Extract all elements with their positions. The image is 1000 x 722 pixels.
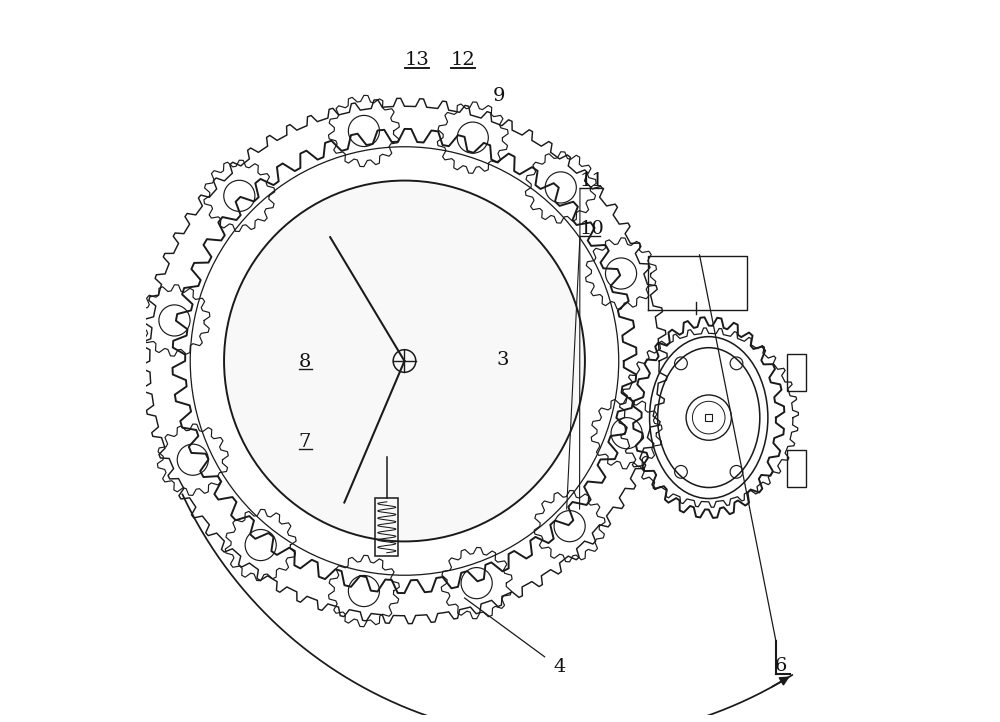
Bar — [375, 498, 398, 556]
Text: 8: 8 — [298, 352, 311, 370]
Text: 12: 12 — [450, 51, 475, 69]
Text: 10: 10 — [579, 219, 604, 238]
Text: 7: 7 — [298, 433, 311, 451]
Bar — [787, 450, 806, 487]
Text: 11: 11 — [579, 172, 604, 190]
Circle shape — [224, 180, 585, 542]
Text: 4: 4 — [553, 658, 565, 677]
Text: 13: 13 — [404, 51, 429, 69]
Bar — [787, 354, 806, 391]
Text: 9: 9 — [493, 87, 505, 105]
Text: 3: 3 — [496, 351, 509, 368]
Bar — [705, 414, 712, 421]
Text: 6: 6 — [775, 657, 787, 675]
